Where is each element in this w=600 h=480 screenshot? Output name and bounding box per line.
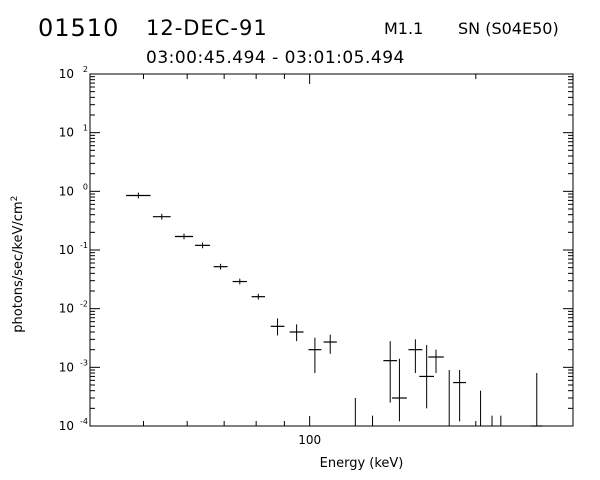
y-tick-label-base: 10 [59,360,74,374]
data-point [308,337,322,374]
x-tick-label: 100 [298,433,321,447]
y-tick-label-base: 10 [59,243,74,257]
y-axis-label-exponent: 2 [9,195,20,202]
y-tick-label: 10 [59,302,74,316]
y-tick-label-exponent: -3 [80,358,88,367]
data-point [126,192,151,199]
y-tick-label-exponent: 1 [83,124,88,133]
plot-frame [89,73,574,427]
y-tick-label: 10 [59,67,74,81]
x-axis-label: Energy (keV) [319,456,404,471]
data-point [428,349,444,374]
y-tick-label-base: 10 [59,302,74,316]
data-point [289,324,304,342]
y-tick-label: 10 [59,243,74,257]
data-point [251,293,265,300]
y-tick-label-exponent: 0 [83,182,88,191]
y-tick-label: 10 [59,126,74,140]
y-tick-label: 10 [59,184,74,198]
data-point [383,341,398,403]
data-point [270,318,285,336]
y-tick-label-exponent: 2 [83,65,88,74]
data-point [419,345,435,409]
time-range: 03:00:45.494 - 03:01:05.494 [146,48,405,68]
data-point [453,370,467,422]
data-point [323,334,337,354]
y-tick-label-base: 10 [59,67,74,81]
event-id: 01510 [38,14,120,42]
data-marks [126,192,543,427]
y-axis-label-text: photons/sec/keV/cm [11,201,27,333]
data-point [195,242,211,249]
y-tick-label-base: 10 [59,184,74,198]
data-point [152,213,171,220]
y-tick-label: 10 [59,419,74,433]
y-tick-label-base: 10 [59,126,74,140]
data-point [213,263,228,270]
data-point [531,373,543,427]
flare-class: M1.1 [384,19,424,38]
y-tick-label-exponent: -4 [80,417,88,426]
observation-date: 12-DEC-91 [146,16,268,40]
flare-location: SN (S04E50) [458,19,559,38]
data-point [392,358,407,422]
data-point [408,339,423,374]
y-tick-label: 10 [59,360,74,374]
y-tick-label-exponent: -1 [80,241,88,250]
y-tick-label-exponent: -2 [80,300,88,309]
y-axis-label: photons/sec/keV/cm2 [10,164,26,364]
y-tick-label-base: 10 [59,419,74,433]
data-point [232,278,247,285]
data-point [174,233,194,240]
